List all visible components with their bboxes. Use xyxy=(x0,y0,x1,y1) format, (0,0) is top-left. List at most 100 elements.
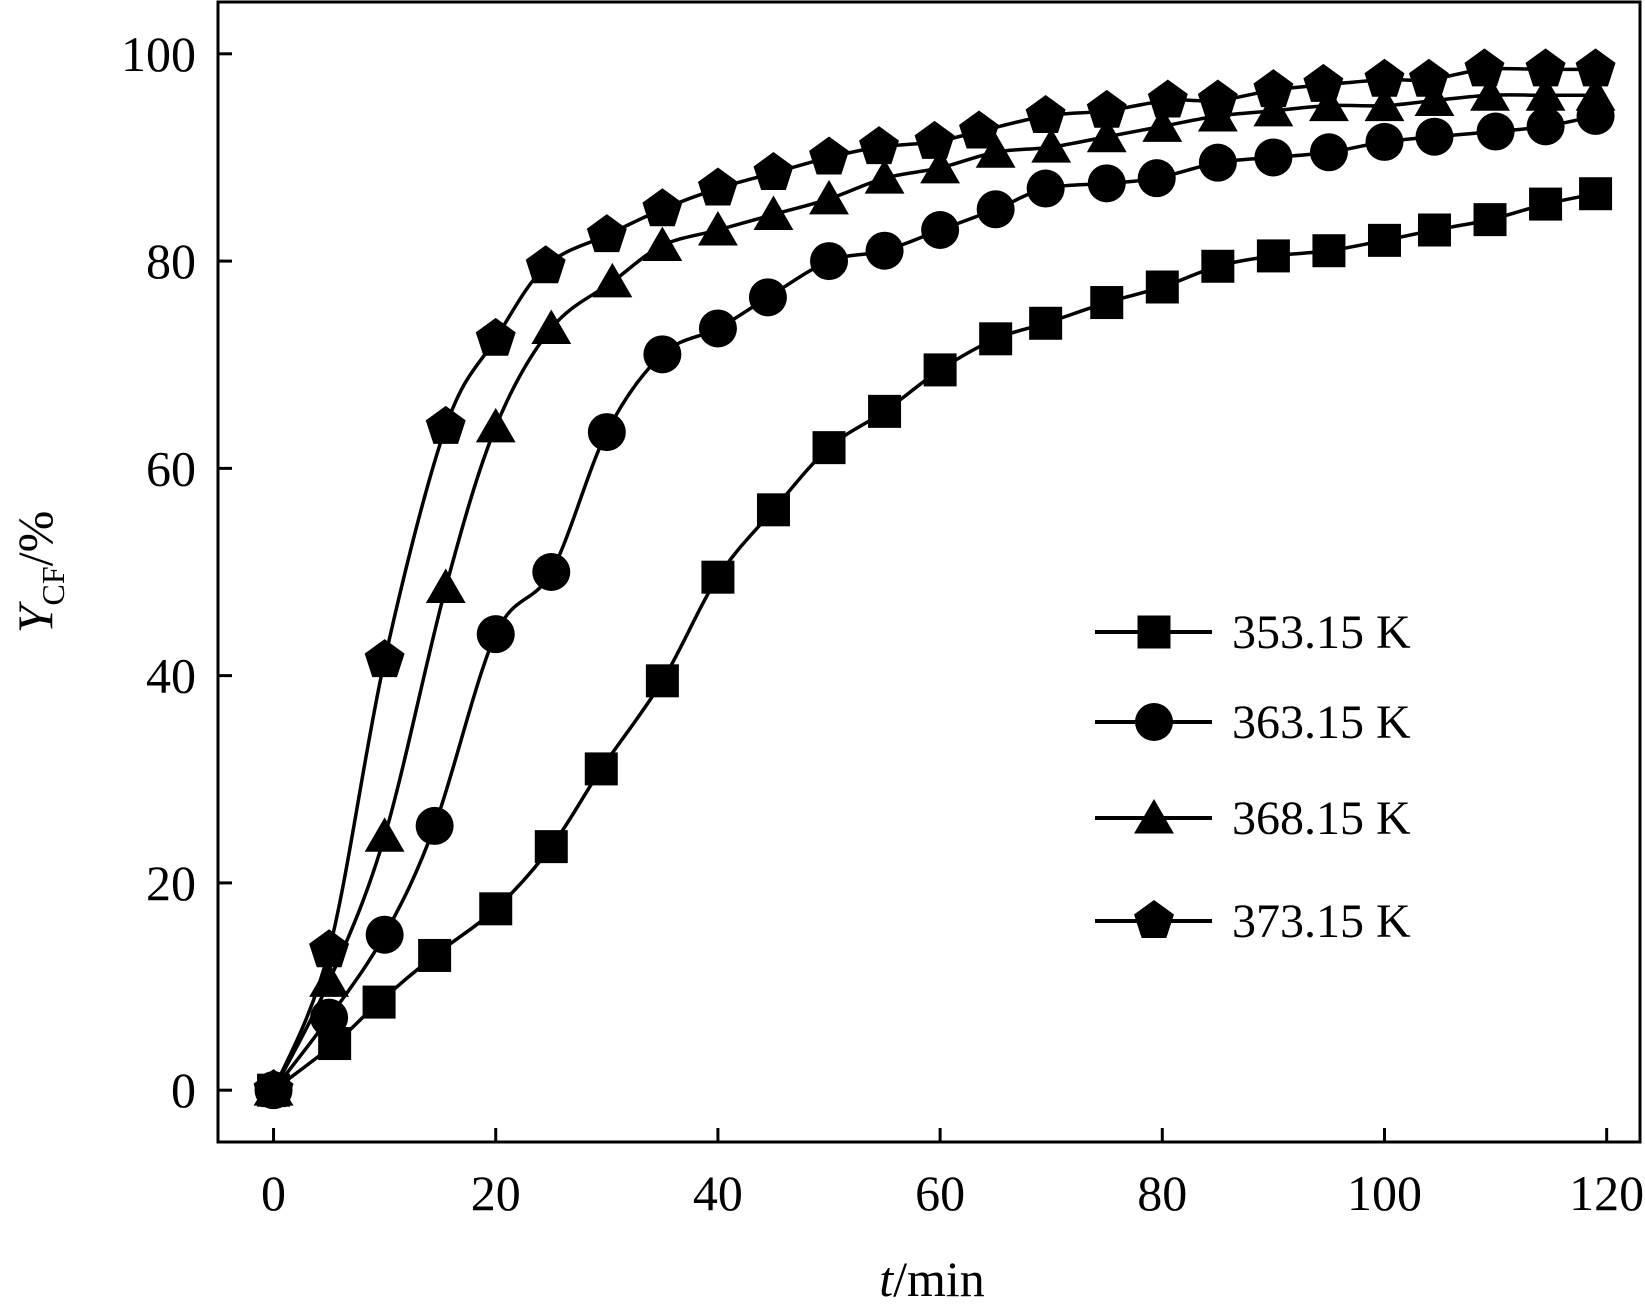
data-point-circle xyxy=(365,915,404,954)
data-point-pentagon xyxy=(1253,69,1294,108)
data-point-pentagon xyxy=(697,167,738,206)
data-point-triangle xyxy=(698,211,738,246)
data-point-circle xyxy=(415,806,454,845)
x-axis: 0 20 40 60 80 100 120 xyxy=(261,1128,1644,1221)
data-point-pentagon xyxy=(1464,48,1505,87)
data-point-circle xyxy=(1415,117,1454,156)
legend-item: 368.15 K xyxy=(1095,792,1411,845)
y-tick-label: 60 xyxy=(146,440,196,496)
data-point-circle xyxy=(476,615,515,654)
y-axis: 0 20 40 60 80 100 xyxy=(121,26,232,1118)
data-point-circle xyxy=(865,231,904,270)
series-triangle xyxy=(253,76,1616,1106)
data-point-triangle xyxy=(753,195,794,230)
legend-marker-circle xyxy=(1135,703,1173,741)
data-point-triangle xyxy=(1575,76,1616,111)
plot-area-frame xyxy=(216,0,1642,1144)
legend-label: 363.15 K xyxy=(1232,696,1411,749)
data-point-square xyxy=(1256,239,1290,273)
y-axis-title-rest: /% xyxy=(7,511,63,567)
data-point-pentagon xyxy=(753,152,794,190)
data-point-square xyxy=(1201,249,1235,283)
data-point-square xyxy=(362,985,396,1019)
data-point-triangle xyxy=(1525,76,1566,111)
data-point-circle xyxy=(1309,133,1348,172)
data-point-triangle xyxy=(364,817,405,852)
data-point-square xyxy=(923,353,957,387)
data-point-triangle xyxy=(475,407,516,443)
data-point-circle xyxy=(1198,143,1237,182)
series-line xyxy=(271,66,1596,1091)
data-point-triangle xyxy=(425,568,466,604)
y-tick-label: 0 xyxy=(171,1062,196,1118)
x-tick-label: 0 xyxy=(261,1165,286,1221)
x-tick-label: 20 xyxy=(471,1165,521,1221)
data-point-circle xyxy=(1026,169,1065,208)
x-tick-label: 100 xyxy=(1347,1165,1422,1221)
data-point-square xyxy=(1367,223,1401,257)
data-point-pentagon xyxy=(809,136,849,175)
data-point-square xyxy=(1312,234,1346,268)
legend-marker-triangle xyxy=(1134,799,1174,834)
y-tick-label: 40 xyxy=(146,648,196,704)
data-point-pentagon xyxy=(425,405,466,444)
y-tick-label: 20 xyxy=(146,855,196,911)
series-layer xyxy=(253,48,1616,1110)
data-point-square xyxy=(584,752,618,786)
data-point-square xyxy=(1029,306,1063,340)
data-point-pentagon xyxy=(859,126,899,165)
data-point-square xyxy=(1417,213,1451,247)
data-point-pentagon xyxy=(1525,48,1566,87)
data-point-circle xyxy=(1087,164,1126,203)
series-circle xyxy=(254,97,1615,1110)
data-point-square xyxy=(534,830,568,864)
y-axis-title-sub: CF xyxy=(35,566,71,605)
legend-item: 373.15 K xyxy=(1095,895,1411,948)
y-tick-label: 100 xyxy=(121,26,196,82)
data-point-circle xyxy=(310,998,349,1037)
data-point-pentagon xyxy=(475,317,516,356)
data-point-triangle xyxy=(592,262,633,298)
data-point-square xyxy=(479,892,513,926)
data-point-circle xyxy=(1476,112,1515,151)
data-point-pentagon xyxy=(253,1069,294,1108)
series-line xyxy=(271,93,1596,1091)
legend-item: 353.15 K xyxy=(1095,606,1411,659)
data-point-triangle xyxy=(1086,117,1127,153)
data-point-pentagon xyxy=(1303,63,1344,102)
x-tick-label: 80 xyxy=(1137,1165,1187,1221)
data-point-triangle xyxy=(809,179,849,215)
x-axis-title: t/min xyxy=(879,1251,985,1307)
data-point-square xyxy=(1529,187,1563,221)
data-point-square xyxy=(812,431,846,465)
x-tick-label: 40 xyxy=(693,1165,743,1221)
data-point-square xyxy=(756,493,790,527)
data-point-triangle xyxy=(1309,86,1349,122)
data-point-pentagon xyxy=(1575,48,1616,87)
data-point-pentagon xyxy=(586,214,627,253)
data-point-triangle xyxy=(531,309,572,344)
legend-label: 373.15 K xyxy=(1232,895,1411,948)
data-point-square xyxy=(868,394,902,428)
data-point-triangle xyxy=(1142,107,1183,142)
data-point-circle xyxy=(748,278,787,317)
y-axis-title: YCF/% xyxy=(7,511,71,634)
data-point-pentagon xyxy=(1086,89,1127,128)
data-point-triangle xyxy=(1414,81,1455,116)
data-point-triangle xyxy=(642,226,683,262)
data-point-circle xyxy=(532,553,571,591)
data-point-square xyxy=(1579,177,1613,211)
data-point-circle xyxy=(1137,159,1176,198)
legend-marker-pentagon xyxy=(1134,900,1174,938)
data-point-circle xyxy=(698,309,737,348)
data-point-circle xyxy=(1254,138,1293,177)
x-tick-label: 120 xyxy=(1569,1165,1644,1221)
data-point-circle xyxy=(810,242,849,281)
data-point-pentagon xyxy=(959,110,999,149)
data-point-pentagon xyxy=(1025,95,1066,133)
data-point-square xyxy=(1473,203,1507,237)
data-point-pentagon xyxy=(309,929,350,968)
data-point-circle xyxy=(643,335,682,374)
data-point-pentagon xyxy=(1408,58,1449,97)
data-point-circle xyxy=(1526,107,1565,146)
